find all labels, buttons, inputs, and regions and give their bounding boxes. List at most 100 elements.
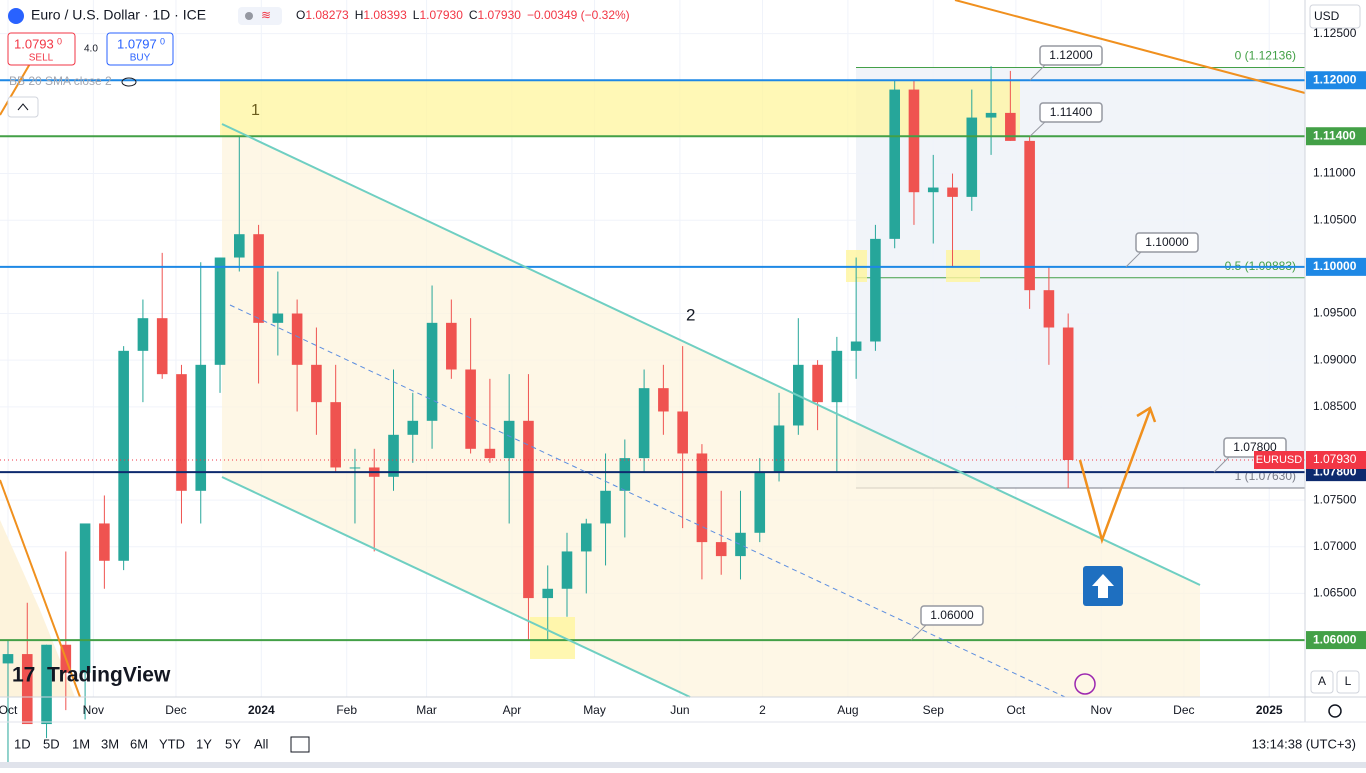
annotation: 2 xyxy=(686,305,695,324)
callout-label: 1.10000 xyxy=(1145,235,1189,249)
ohlc-key: O xyxy=(296,8,305,22)
candle-body xyxy=(600,490,611,524)
sell-label[interactable]: SELL xyxy=(29,53,54,64)
buy-price[interactable]: 1.0797 xyxy=(117,36,157,51)
x-tick-label: 2 xyxy=(759,703,766,717)
x-tick-label: 2025 xyxy=(1256,703,1283,717)
callout-box xyxy=(1039,102,1103,123)
x-tick-label: Dec xyxy=(165,703,186,717)
candle-body xyxy=(291,313,303,365)
ohlc-value: 1.07930 xyxy=(419,8,463,22)
buy-pip: 0 xyxy=(160,36,165,46)
range-button[interactable]: 5D xyxy=(43,736,60,751)
y-tick-label: 1.07000 xyxy=(1313,539,1357,553)
price-tag xyxy=(1306,71,1366,90)
range-button[interactable]: 3M xyxy=(101,736,119,751)
range-button[interactable]: 1Y xyxy=(196,736,212,751)
symbol-tag-label: EURUSD xyxy=(1256,454,1303,466)
range-button[interactable]: YTD xyxy=(159,736,185,751)
scale-button[interactable]: L xyxy=(1345,674,1352,688)
annotation: 1 xyxy=(251,102,260,119)
candle-body xyxy=(79,523,91,673)
candle-body xyxy=(985,112,997,118)
range-button[interactable]: All xyxy=(254,736,269,751)
candle-body xyxy=(214,257,226,365)
candle-body xyxy=(523,420,534,599)
currency[interactable]: USD xyxy=(1314,9,1340,23)
range-button[interactable]: 5Y xyxy=(225,736,241,751)
price-tag-label: 1.11400 xyxy=(1313,128,1356,142)
price-tag-label: 1.12000 xyxy=(1313,72,1357,86)
candle-body xyxy=(484,448,496,459)
candle-body xyxy=(715,542,727,557)
y-tick-label: 1.10500 xyxy=(1313,212,1357,226)
sell-pip: 0 xyxy=(57,36,62,46)
candle-body xyxy=(195,364,207,491)
callout-box xyxy=(1135,232,1199,253)
x-tick-label: Oct xyxy=(1007,703,1026,717)
x-tick-label: Apr xyxy=(503,703,522,717)
clock: 13:14:38 (UTC+3) xyxy=(1252,736,1356,751)
candle-body xyxy=(311,364,322,403)
price-tag xyxy=(1306,127,1366,146)
last-price-tag xyxy=(1306,451,1366,470)
candle-body xyxy=(349,467,361,469)
ohlc-value: 1.07930 xyxy=(478,8,522,22)
indicator[interactable]: BB 20 SMA close 2 xyxy=(9,74,112,88)
sell-price[interactable]: 1.0793 xyxy=(14,36,54,51)
candle-body xyxy=(966,117,978,197)
candle-body xyxy=(773,425,785,473)
price-tag-label: 1.06000 xyxy=(1313,632,1357,646)
ohlc-change: −0.00349 (−0.32%) xyxy=(527,8,630,22)
symbol[interactable]: Euro / U.S. Dollar · 1D · ICE xyxy=(31,7,206,23)
y-tick-label: 1.12500 xyxy=(1313,26,1357,40)
candle-body xyxy=(580,523,592,552)
x-tick-label: May xyxy=(583,703,606,717)
range-button[interactable]: 1D xyxy=(14,736,31,751)
svg-text:≋: ≋ xyxy=(261,8,271,22)
candle-body xyxy=(619,458,631,491)
candle-body xyxy=(638,388,650,459)
logo: TradingView xyxy=(47,664,171,687)
ohlc-key: L xyxy=(413,8,420,22)
candle-body xyxy=(1062,327,1074,461)
x-tick-label: Sep xyxy=(923,703,945,717)
range-button[interactable]: 1M xyxy=(72,736,90,751)
settings-icon[interactable] xyxy=(1328,704,1342,718)
candle-body xyxy=(137,318,149,351)
x-tick-label: Aug xyxy=(837,703,858,717)
x-tick-label: Feb xyxy=(336,703,357,717)
scale-button[interactable]: A xyxy=(1318,674,1326,688)
candle-body xyxy=(330,402,341,468)
price-tag xyxy=(1306,257,1366,276)
callout-label: 1.11400 xyxy=(1050,105,1093,119)
fib-label: 0 (1.12136) xyxy=(1235,49,1296,63)
price-tag xyxy=(1306,631,1366,650)
candle-body xyxy=(21,654,33,725)
candle-body xyxy=(561,551,573,589)
price-tag-label: 1.10000 xyxy=(1313,259,1357,273)
callout-label: 1.07800 xyxy=(1233,440,1277,454)
y-tick-label: 1.06500 xyxy=(1313,586,1357,600)
candle-body xyxy=(1024,140,1035,291)
ohlc-value: 1.08273 xyxy=(305,8,349,22)
candle-body xyxy=(176,374,187,491)
ohlc-key: C xyxy=(469,8,478,22)
buy-label[interactable]: BUY xyxy=(130,53,151,64)
range-button[interactable]: 6M xyxy=(130,736,148,751)
ohlc: O1.08273 H1.08393 L1.07930 C1.07930 −0.00349… xyxy=(296,8,630,22)
candle-body xyxy=(465,369,476,449)
candle-body xyxy=(272,313,284,323)
y-tick-label: 1.09000 xyxy=(1313,352,1357,366)
candle-body xyxy=(927,187,939,193)
candle-body xyxy=(677,411,688,454)
candle-body xyxy=(831,350,843,403)
x-tick-label: Oct xyxy=(0,703,18,717)
candle-body xyxy=(156,318,168,375)
callout-label: 1.06000 xyxy=(930,608,974,622)
candle-body xyxy=(696,453,708,543)
candle-body xyxy=(118,350,129,561)
svg-text:17: 17 xyxy=(12,664,35,687)
callout-box xyxy=(1039,45,1103,66)
